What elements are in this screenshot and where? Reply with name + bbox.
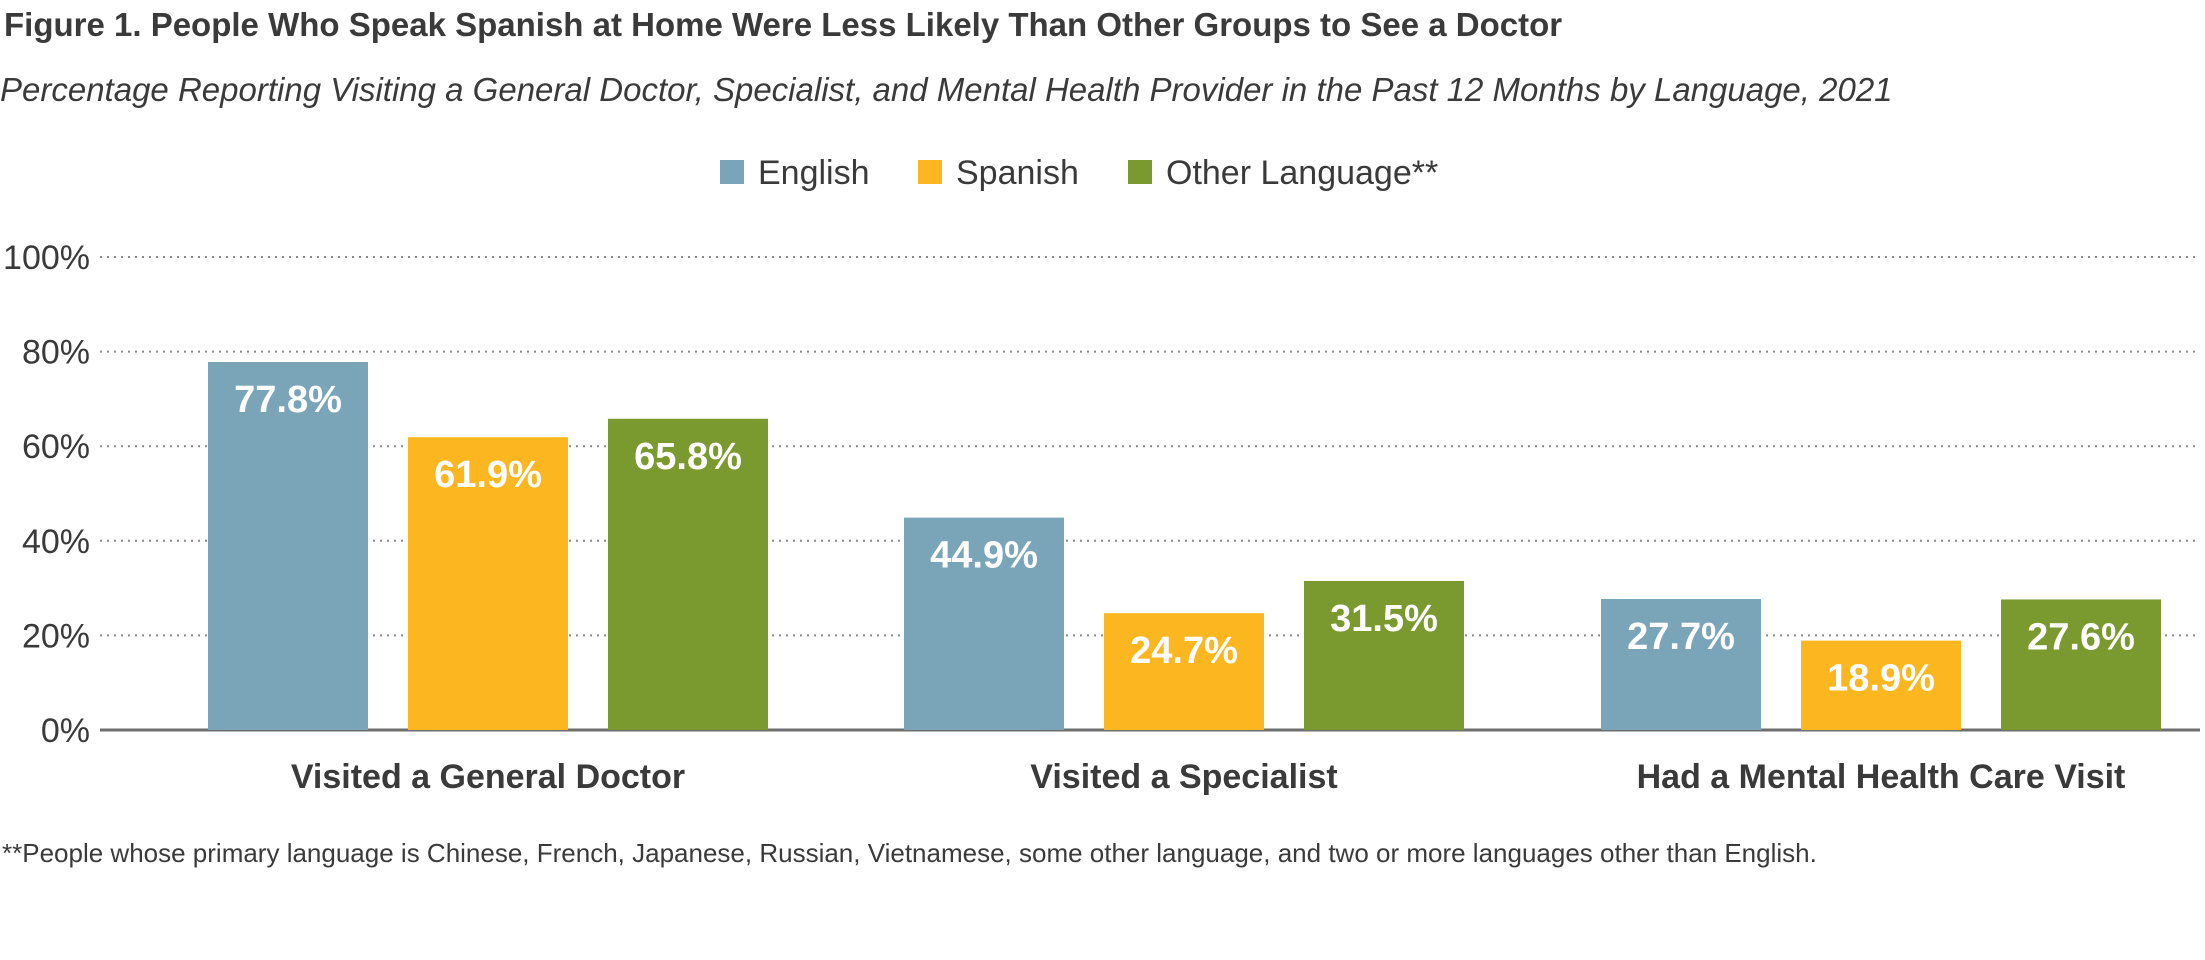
data-label: 65.8%	[634, 436, 742, 478]
x-axis: Visited a General Doctor Visited a Specia…	[291, 758, 2126, 796]
x-category-label: Visited a General Doctor	[291, 758, 685, 796]
legend-swatch	[1128, 160, 1152, 184]
data-label: 18.9%	[1827, 658, 1935, 700]
bar-english	[208, 362, 368, 730]
data-label: 31.5%	[1330, 598, 1438, 640]
y-tick-label: 40%	[22, 523, 90, 561]
data-label: 27.7%	[1627, 616, 1735, 658]
legend-swatch	[720, 160, 744, 184]
y-tick-label: 80%	[22, 334, 90, 372]
bar-english	[904, 517, 1064, 730]
x-category-label: Visited a Specialist	[1030, 758, 1337, 796]
x-category-label: Had a Mental Health Care Visit	[1637, 758, 2126, 796]
chart-title: Figure 1. People Who Speak Spanish at Ho…	[4, 6, 1562, 43]
data-label: 77.8%	[234, 379, 342, 421]
y-tick-label: 20%	[22, 617, 90, 655]
legend-label: Other Language**	[1166, 154, 1438, 192]
bar-spanish	[1801, 640, 1961, 730]
bar-spanish	[408, 437, 568, 730]
y-tick-label: 0%	[41, 712, 90, 750]
legend: English Spanish Other Language**	[720, 154, 1438, 192]
legend-swatch	[918, 160, 942, 184]
data-label: 24.7%	[1130, 630, 1238, 672]
y-tick-label: 60%	[22, 428, 90, 466]
bar-other-language	[608, 418, 768, 730]
bar-other-language	[1304, 581, 1464, 730]
footnote: **People whose primary language is Chine…	[2, 838, 1817, 868]
bar-spanish	[1104, 613, 1264, 730]
bar-other-language	[2001, 599, 2161, 730]
y-tick-label: 100%	[3, 239, 90, 277]
chart-subtitle: Percentage Reporting Visiting a General …	[0, 71, 1893, 108]
data-label: 61.9%	[434, 454, 542, 496]
legend-label: English	[758, 154, 870, 192]
bars: 77.8% 61.9% 65.8% 44.9% 24.7% 31.5% 27.7% 18.9%…	[208, 362, 2161, 730]
data-label: 27.6%	[2027, 616, 2135, 658]
data-label: 44.9%	[930, 535, 1038, 577]
bar-english	[1601, 598, 1761, 730]
legend-label: Spanish	[956, 154, 1079, 192]
